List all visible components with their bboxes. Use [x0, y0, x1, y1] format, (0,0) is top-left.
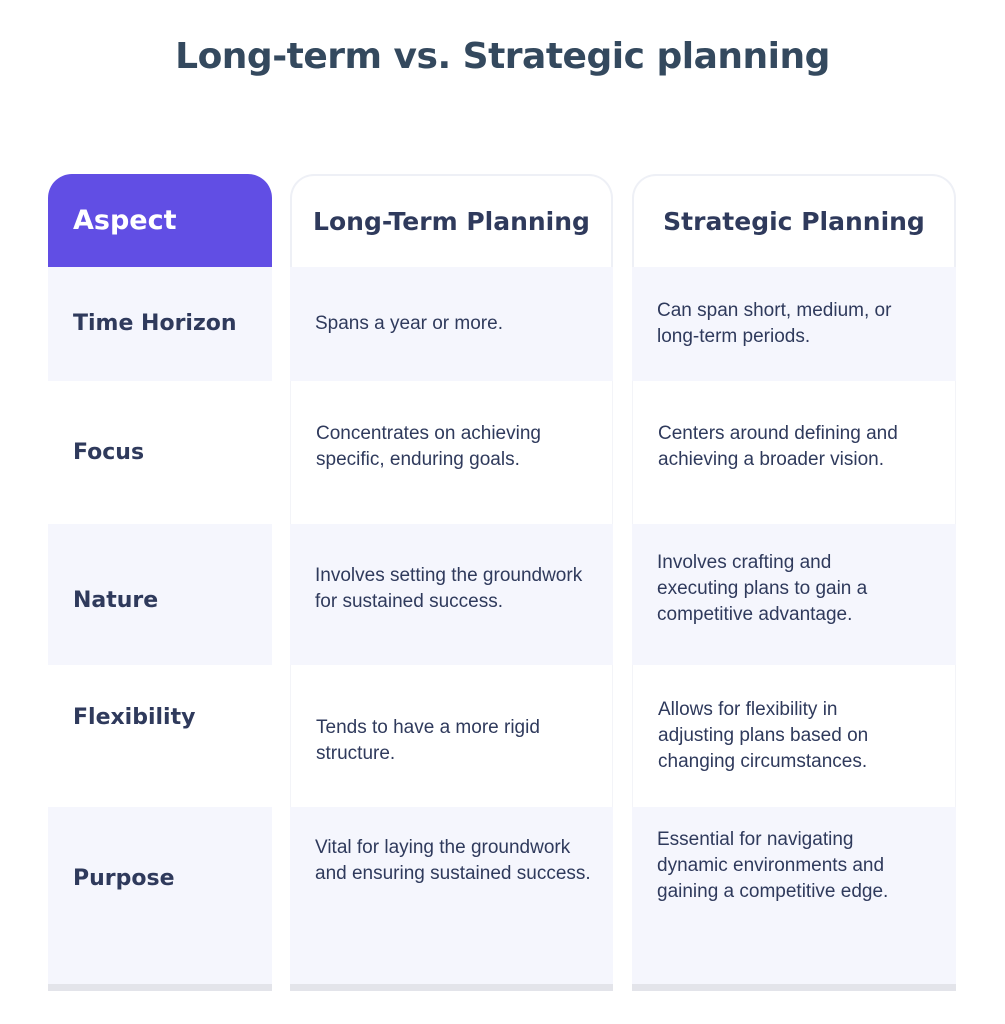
long-term-cell: Spans a year or more.	[290, 267, 613, 381]
aspect-cell-time-horizon: Time Horizon	[48, 267, 272, 381]
column-footer-bar	[632, 984, 956, 991]
long-term-cell: Concentrates on achieving specific, endu…	[290, 381, 613, 524]
long-term-cell: Tends to have a more rigid structure.	[290, 665, 613, 807]
long-term-cell: Involves setting the groundwork for sust…	[290, 524, 613, 665]
long-term-cell: Vital for laying the groundwork and ensu…	[290, 807, 613, 984]
strategic-cell: Involves crafting and executing plans to…	[632, 524, 956, 665]
aspect-column: Aspect Time Horizon Focus Nature Flexibi…	[48, 174, 272, 991]
strategic-cell: Essential for navigating dynamic environ…	[632, 807, 956, 984]
strategic-cell: Centers around defining and achieving a …	[632, 381, 956, 524]
aspect-cell-focus: Focus	[48, 381, 272, 524]
long-term-header: Long-Term Planning	[290, 174, 613, 267]
strategic-column: Strategic Planning Can span short, mediu…	[632, 174, 956, 991]
strategic-cell: Allows for flexibility in adjusting plan…	[632, 665, 956, 807]
aspect-header: Aspect	[48, 174, 272, 267]
page-title: Long-term vs. Strategic planning	[175, 36, 830, 77]
strategic-header: Strategic Planning	[632, 174, 956, 267]
aspect-cell-nature: Nature	[48, 524, 272, 665]
column-footer-bar	[290, 984, 613, 991]
column-footer-bar	[48, 984, 272, 991]
strategic-cell: Can span short, medium, or long-term per…	[632, 267, 956, 381]
long-term-column: Long-Term Planning Spans a year or more.…	[290, 174, 613, 991]
aspect-cell-flexibility: Flexibility	[48, 665, 272, 807]
aspect-cell-purpose: Purpose	[48, 807, 272, 984]
